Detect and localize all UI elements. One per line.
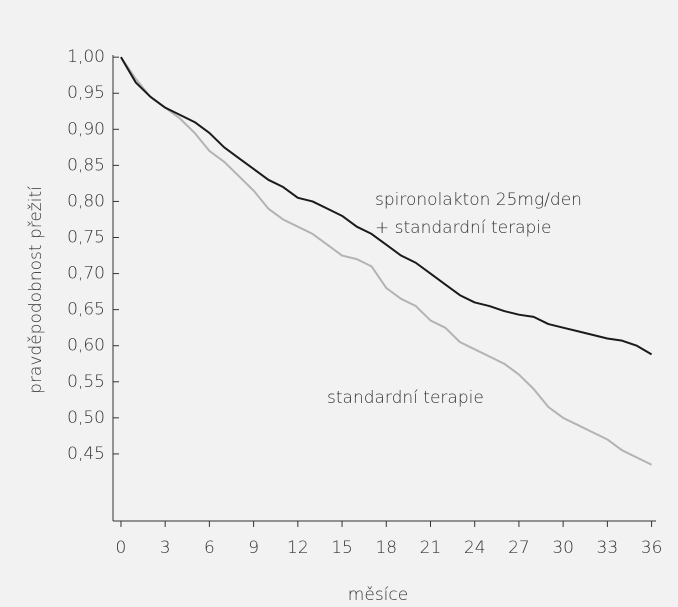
y-tick-label: 1,00 (67, 47, 105, 67)
x-tick-label: 33 (597, 538, 619, 558)
y-tick-label: 0,70 (67, 264, 105, 284)
y-axis-label: pravděpodobnost přežití (26, 186, 46, 394)
y-tick-label: 0,65 (67, 300, 105, 320)
x-tick-label: 0 (116, 538, 127, 558)
x-tick-label: 3 (160, 538, 171, 558)
survival-line (120, 56, 653, 356)
x-tick-label: 15 (331, 538, 353, 558)
annotation: standardní terapie (327, 388, 484, 408)
annotation: + standardní terapie (375, 218, 551, 238)
x-tick-label: 21 (420, 538, 442, 558)
y-tick-label: 0,60 (67, 336, 105, 356)
x-tick-label: 36 (641, 538, 663, 558)
x-tick-label: 24 (464, 538, 486, 558)
y-tick-label: 0,55 (67, 372, 105, 392)
y-tick-label: 0,80 (67, 191, 105, 211)
survival-line (120, 56, 653, 466)
x-axis-label: měsíce (348, 585, 408, 605)
x-tick-label: 12 (287, 538, 309, 558)
y-tick-label: 0,45 (67, 444, 105, 464)
x-tick-label: 6 (204, 538, 215, 558)
x-tick-label: 18 (375, 538, 397, 558)
x-tick-label: 9 (248, 538, 259, 558)
y-tick-label: 0,90 (67, 119, 105, 139)
x-tick-label: 27 (508, 538, 530, 558)
x-tick-label: 30 (552, 538, 574, 558)
y-tick-label: 0,95 (67, 83, 105, 103)
annotation: spironolakton 25mg/den (375, 190, 582, 210)
y-tick-label: 0,50 (67, 408, 105, 428)
y-tick-label: 0,75 (67, 228, 105, 248)
y-tick-label: 0,85 (67, 155, 105, 175)
